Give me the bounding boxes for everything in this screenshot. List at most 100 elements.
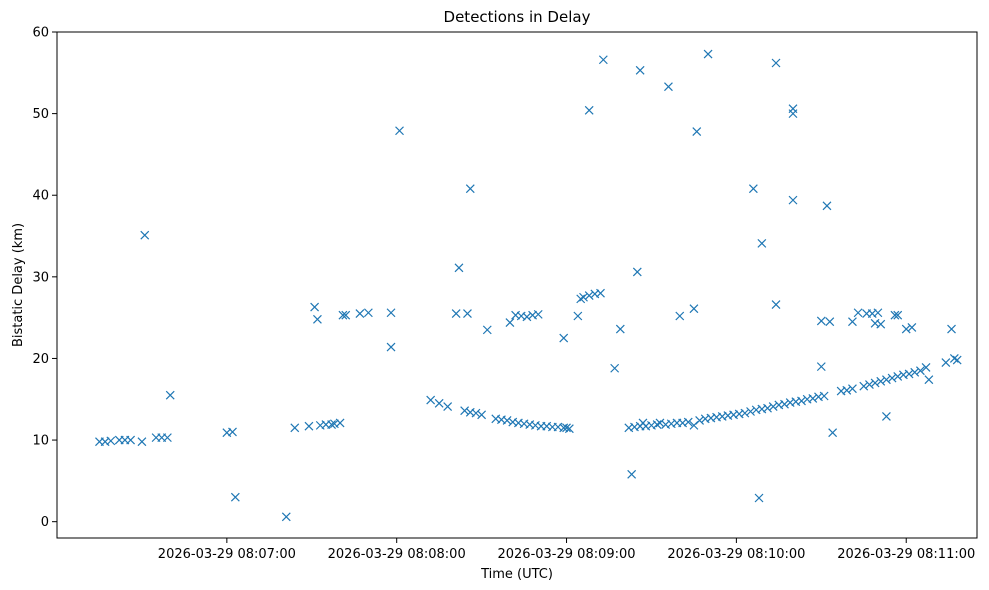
data-point [281, 512, 291, 522]
data-point [828, 428, 838, 438]
data-point [579, 292, 588, 302]
x-axis-label: Time (UTC) [480, 567, 553, 582]
data-point [842, 385, 852, 395]
data-point [771, 300, 781, 310]
data-point [859, 381, 869, 391]
data-point [876, 319, 886, 329]
data-point [816, 316, 826, 326]
y-tick-label: 60 [32, 26, 49, 41]
data-point [615, 324, 625, 334]
data-point [310, 302, 320, 312]
data-point [341, 310, 351, 320]
y-tick-label: 50 [32, 107, 49, 122]
data-point [893, 371, 903, 381]
data-point [952, 355, 962, 365]
data-point [434, 398, 444, 408]
x-tick-label: 2026-03-29 08:08:00 [328, 547, 466, 562]
data-point [695, 416, 705, 425]
data-point [746, 407, 755, 416]
data-point [689, 304, 699, 314]
data-point [355, 309, 365, 318]
data-point [584, 291, 594, 301]
data-point [335, 418, 345, 428]
data-point [907, 323, 917, 332]
data-point [596, 288, 605, 298]
data-point [598, 55, 608, 65]
data-point [584, 105, 594, 115]
data-point [522, 312, 532, 322]
x-tick-label: 2026-03-29 08:07:00 [158, 547, 296, 562]
data-point [881, 375, 891, 385]
data-point [780, 399, 789, 409]
plot-area-frame [56, 31, 978, 539]
x-tick-label: 2026-03-29 08:09:00 [497, 547, 635, 562]
data-point [816, 362, 826, 372]
y-axis-label: Bistatic Delay (km) [11, 223, 26, 347]
data-point [443, 402, 453, 412]
data-point [363, 308, 373, 318]
data-point [426, 395, 436, 405]
data-point [797, 396, 806, 406]
data-point [162, 433, 172, 443]
data-point [304, 421, 314, 431]
data-point [655, 418, 665, 428]
data-point [873, 308, 883, 318]
data-point [502, 416, 512, 425]
data-point [788, 195, 798, 205]
y-tick-label: 0 [41, 515, 49, 530]
data-point [763, 403, 772, 413]
data-point [482, 325, 492, 335]
y-tick-label: 20 [32, 352, 49, 367]
data-point [808, 394, 818, 403]
y-tick-label: 30 [32, 270, 49, 285]
data-point [771, 58, 781, 68]
data-point [865, 380, 874, 389]
data-point [921, 363, 931, 372]
data-point [901, 324, 911, 334]
data-point [454, 263, 464, 273]
data-point [395, 126, 404, 136]
data-point [819, 391, 829, 401]
data-point [893, 310, 903, 320]
data-point [576, 294, 586, 304]
data-point [573, 311, 583, 321]
data-point [848, 384, 857, 394]
data-point [652, 420, 662, 429]
data-point [471, 408, 481, 418]
data-point [703, 49, 713, 59]
data-point [947, 324, 956, 334]
data-point [477, 410, 487, 420]
data-point [327, 420, 337, 429]
data-point [290, 423, 300, 433]
data-point [748, 184, 758, 194]
y-tick-label: 10 [32, 434, 49, 449]
data-point [165, 390, 175, 400]
data-point [915, 366, 925, 376]
data-point [924, 375, 934, 385]
data-point [632, 267, 642, 277]
data-point [692, 127, 702, 136]
data-point [505, 318, 515, 327]
data-point [313, 314, 322, 324]
data-point [788, 109, 798, 119]
data-point [137, 437, 147, 447]
data-point [533, 309, 543, 319]
chart-title: Detections in Delay [444, 8, 591, 26]
data-point [106, 436, 116, 446]
data-point [890, 310, 900, 320]
data-point [941, 358, 951, 367]
data-point [664, 82, 673, 92]
data-point [228, 427, 237, 437]
data-point [853, 308, 863, 318]
data-point [451, 309, 461, 318]
x-tick-label: 2026-03-29 08:10:00 [667, 547, 805, 562]
data-point [338, 310, 348, 320]
data-point [460, 406, 470, 416]
data-point [140, 230, 150, 240]
x-axis: 2026-03-29 08:07:00 2026-03-29 08:08:00 20… [158, 538, 975, 562]
data-point [386, 308, 396, 318]
data-point [887, 373, 897, 383]
data-point [825, 317, 835, 327]
data-point [910, 367, 920, 377]
